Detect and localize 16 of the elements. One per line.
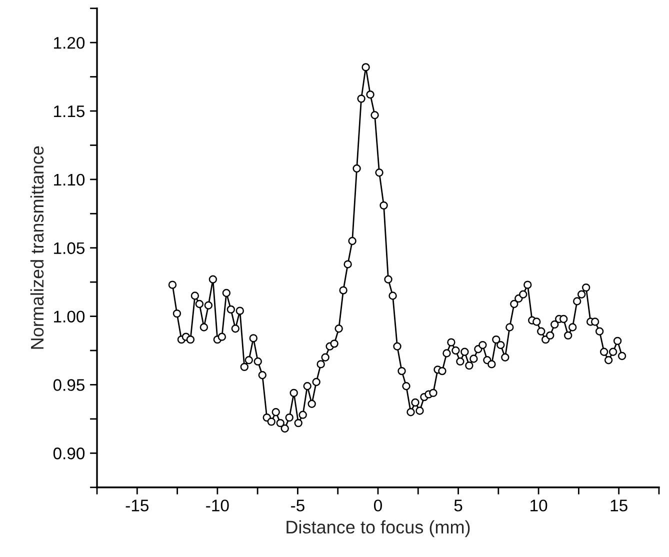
y-axis-title: Normalized transmittance: [30, 146, 44, 349]
y-tick-label: 1.05: [54, 242, 85, 254]
x-tick-label: -15: [126, 500, 148, 512]
x-tick-label: 0: [374, 500, 382, 512]
y-tick-label: 1.10: [54, 174, 85, 186]
x-axis-title: Distance to focus (mm): [286, 520, 470, 538]
x-tick-label: -10: [206, 500, 229, 512]
y-tick-label: 0.90: [53, 448, 85, 460]
x-tick-label: 10: [530, 500, 548, 512]
y-tick-label: 1.20: [54, 36, 85, 49]
x-tick-label: -5: [291, 500, 304, 512]
y-tick-label: 1.00: [54, 310, 85, 322]
y-tick-label: 1.15: [54, 106, 85, 118]
x-tick-label: 15: [610, 500, 628, 512]
y-tick-label: 0.95: [53, 379, 85, 391]
x-tick-label: 5: [454, 500, 462, 512]
